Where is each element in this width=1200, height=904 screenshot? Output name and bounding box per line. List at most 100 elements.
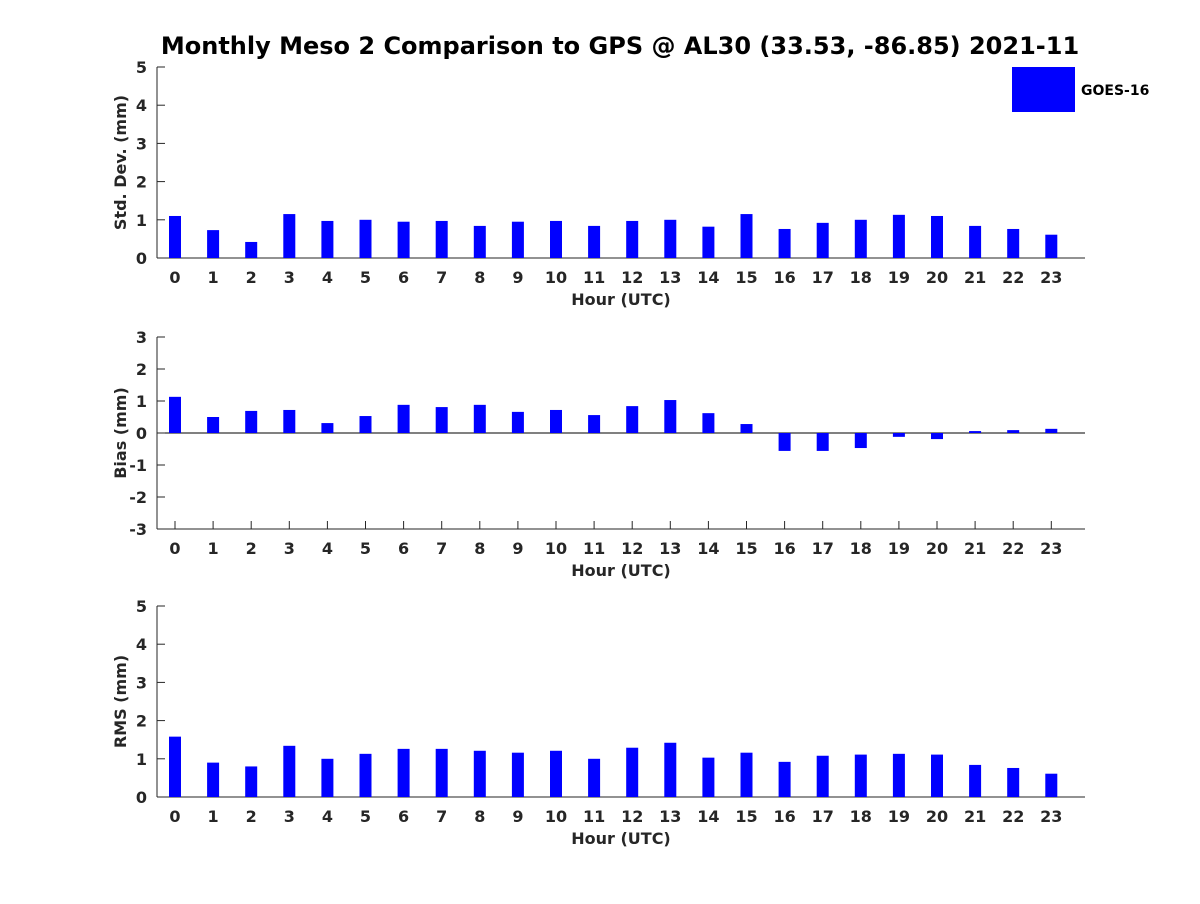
bar-hour-13 — [664, 219, 677, 258]
bar-hour-3 — [283, 745, 296, 797]
x-tick-label: 0 — [169, 268, 180, 287]
bar-hour-22 — [1007, 228, 1020, 258]
x-tick-label: 5 — [360, 807, 371, 826]
x-tick-label: 9 — [512, 539, 523, 558]
bar-hour-17 — [816, 222, 829, 258]
x-tick-label: 8 — [474, 268, 485, 287]
bar-hour-14 — [702, 226, 715, 258]
x-tick-label: 8 — [474, 539, 485, 558]
x-tick-label: 10 — [545, 807, 567, 826]
x-tick-label: 4 — [322, 539, 333, 558]
x-tick-label: 18 — [850, 539, 872, 558]
x-tick-label: 0 — [169, 807, 180, 826]
x-tick-label: 5 — [360, 539, 371, 558]
bar-hour-21 — [969, 764, 982, 797]
bar-hour-9 — [511, 411, 524, 433]
bar-hour-23 — [1045, 428, 1058, 433]
bar-hour-11 — [588, 225, 601, 258]
bar-hour-1 — [207, 417, 220, 433]
bar-hour-22 — [1007, 767, 1020, 797]
y-tick-label: 3 — [136, 328, 147, 347]
bar-hour-16 — [778, 433, 791, 451]
x-axis-label: Hour (UTC) — [571, 829, 671, 848]
x-tick-label: 15 — [735, 268, 757, 287]
bar-hour-23 — [1045, 773, 1058, 797]
bar-hour-4 — [321, 220, 334, 258]
bar-hour-19 — [892, 753, 905, 797]
bar-hour-6 — [397, 748, 410, 797]
x-tick-label: 19 — [888, 807, 910, 826]
x-tick-label: 16 — [773, 268, 795, 287]
y-tick-label: 0 — [136, 249, 147, 268]
y-tick-label: 5 — [136, 597, 147, 616]
bar-hour-8 — [473, 404, 486, 433]
x-tick-label: 23 — [1040, 807, 1062, 826]
x-tick-label: 1 — [208, 539, 219, 558]
x-axis-label: Hour (UTC) — [571, 561, 671, 580]
bar-hour-5 — [359, 416, 372, 433]
y-tick-label: 5 — [136, 58, 147, 77]
x-tick-label: 6 — [398, 268, 409, 287]
bar-hour-10 — [550, 750, 562, 797]
bar-hour-16 — [778, 761, 791, 797]
bar-hour-17 — [816, 433, 829, 451]
bar-hour-20 — [931, 433, 943, 440]
legend-swatch — [1012, 67, 1075, 112]
x-tick-label: 21 — [964, 539, 986, 558]
y-tick-label: 2 — [136, 173, 147, 192]
y-tick-label: 2 — [136, 360, 147, 379]
y-tick-label: 3 — [136, 673, 147, 692]
x-tick-label: 11 — [583, 807, 605, 826]
x-tick-label: 3 — [284, 539, 295, 558]
x-tick-label: 13 — [659, 539, 681, 558]
x-tick-label: 16 — [773, 807, 795, 826]
x-tick-label: 7 — [436, 807, 447, 826]
bar-hour-14 — [702, 757, 715, 797]
x-tick-label: 23 — [1040, 268, 1062, 287]
x-tick-label: 12 — [621, 807, 643, 826]
bar-hour-1 — [207, 762, 220, 797]
x-tick-label: 0 — [169, 539, 180, 558]
bar-hour-10 — [550, 409, 562, 433]
y-axis-label: RMS (mm) — [111, 655, 130, 748]
bar-hour-3 — [283, 409, 296, 433]
x-tick-label: 2 — [246, 539, 257, 558]
x-tick-label: 9 — [512, 807, 523, 826]
y-tick-label: 1 — [136, 750, 147, 769]
bar-hour-4 — [321, 758, 334, 797]
x-tick-label: 11 — [583, 268, 605, 287]
bar-hour-3 — [283, 214, 296, 258]
x-tick-label: 6 — [398, 539, 409, 558]
x-tick-label: 4 — [322, 807, 333, 826]
bar-hour-1 — [207, 230, 220, 258]
x-tick-label: 17 — [812, 268, 834, 287]
bar-hour-18 — [854, 754, 867, 797]
x-tick-label: 12 — [621, 539, 643, 558]
x-tick-label: 22 — [1002, 539, 1024, 558]
bar-hour-7 — [435, 220, 448, 258]
x-tick-label: 10 — [545, 268, 567, 287]
y-tick-label: 4 — [136, 635, 147, 654]
y-tick-label: 3 — [136, 134, 147, 153]
x-tick-label: 18 — [850, 807, 872, 826]
y-tick-label: -1 — [129, 456, 147, 475]
bar-hour-5 — [359, 219, 372, 258]
x-tick-label: 10 — [545, 539, 567, 558]
y-tick-label: 1 — [136, 392, 147, 411]
x-tick-label: 6 — [398, 807, 409, 826]
y-tick-label: 0 — [136, 424, 147, 443]
x-tick-label: 1 — [208, 807, 219, 826]
bar-hour-19 — [892, 214, 905, 258]
x-tick-label: 7 — [436, 539, 447, 558]
x-tick-label: 14 — [697, 268, 719, 287]
bar-hour-18 — [854, 219, 867, 258]
x-tick-label: 21 — [964, 268, 986, 287]
bar-hour-21 — [969, 431, 982, 433]
bar-hour-2 — [245, 410, 258, 433]
y-tick-label: 0 — [136, 788, 147, 807]
chart-title: Monthly Meso 2 Comparison to GPS @ AL30 … — [161, 32, 1079, 60]
bar-hour-6 — [397, 221, 410, 258]
